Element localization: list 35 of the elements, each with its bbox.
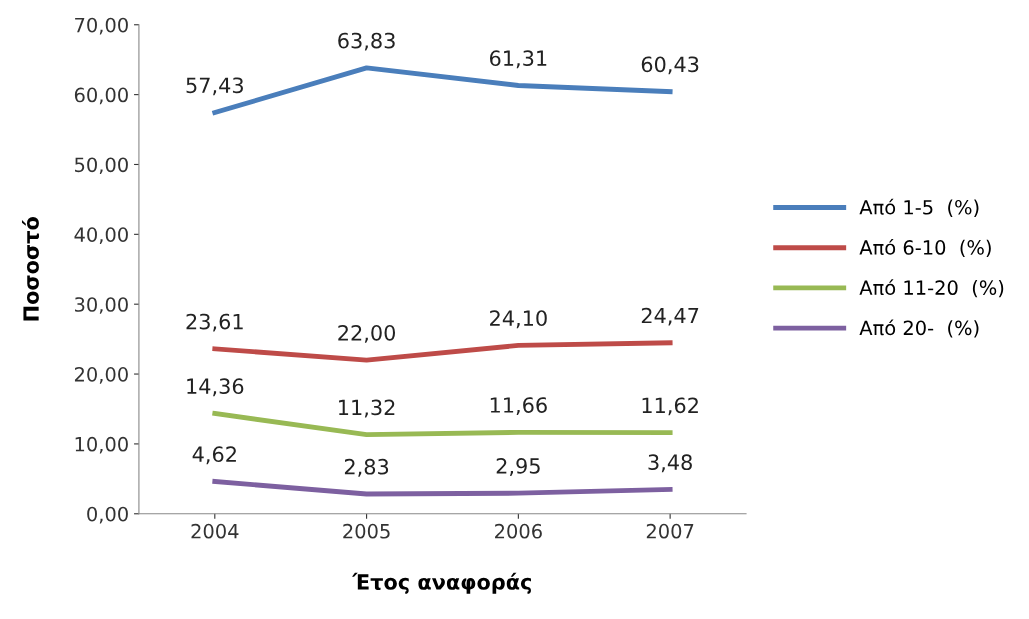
- y-axis-title: Ποσοστό: [21, 217, 40, 321]
- data-label: 14,36: [187, 378, 244, 397]
- data-label: 11,66: [490, 397, 547, 416]
- x-tick-label: 2005: [343, 523, 390, 539]
- data-label: 11,32: [339, 399, 395, 418]
- x-tick-label: 2004: [191, 523, 239, 539]
- data-label: 61,31: [489, 50, 547, 69]
- legend-label: Από 11-20 (%): [859, 279, 1004, 298]
- y-tick-label: 10,00: [75, 436, 128, 454]
- x-tick-label: 2006: [495, 523, 542, 539]
- y-tick-label: 0,00: [87, 506, 128, 524]
- data-label: 3,48: [648, 454, 692, 473]
- data-label: 57,43: [186, 77, 243, 96]
- x-tick-label: 2007: [646, 523, 694, 539]
- y-tick-label: 20,00: [74, 367, 128, 384]
- data-label: 63,83: [338, 32, 395, 51]
- data-label: 2,83: [344, 458, 389, 477]
- data-label: 23,61: [186, 313, 243, 332]
- data-label: 4,62: [192, 446, 236, 465]
- y-tick-label: 30,00: [75, 297, 128, 314]
- legend-label: Από 1-5 (%): [859, 198, 979, 217]
- data-label: 24,10: [490, 310, 547, 329]
- legend-label: Από 6-10 (%): [859, 238, 991, 258]
- legend-label: Από 20- (%): [859, 319, 979, 338]
- x-axis-title: Έτος αναφοράς: [352, 572, 531, 594]
- y-tick-label: 60,00: [74, 87, 128, 105]
- y-tick-label: 40,00: [74, 227, 128, 244]
- y-tick-label: 70,00: [75, 17, 128, 35]
- data-label: 11,62: [642, 397, 698, 416]
- data-label: 60,43: [641, 56, 699, 75]
- line-series: [212, 479, 673, 497]
- data-label: 22,00: [338, 324, 396, 343]
- y-tick-label: 50,00: [75, 157, 128, 175]
- data-label: 24,47: [641, 307, 699, 326]
- data-label: 2,95: [496, 458, 540, 476]
